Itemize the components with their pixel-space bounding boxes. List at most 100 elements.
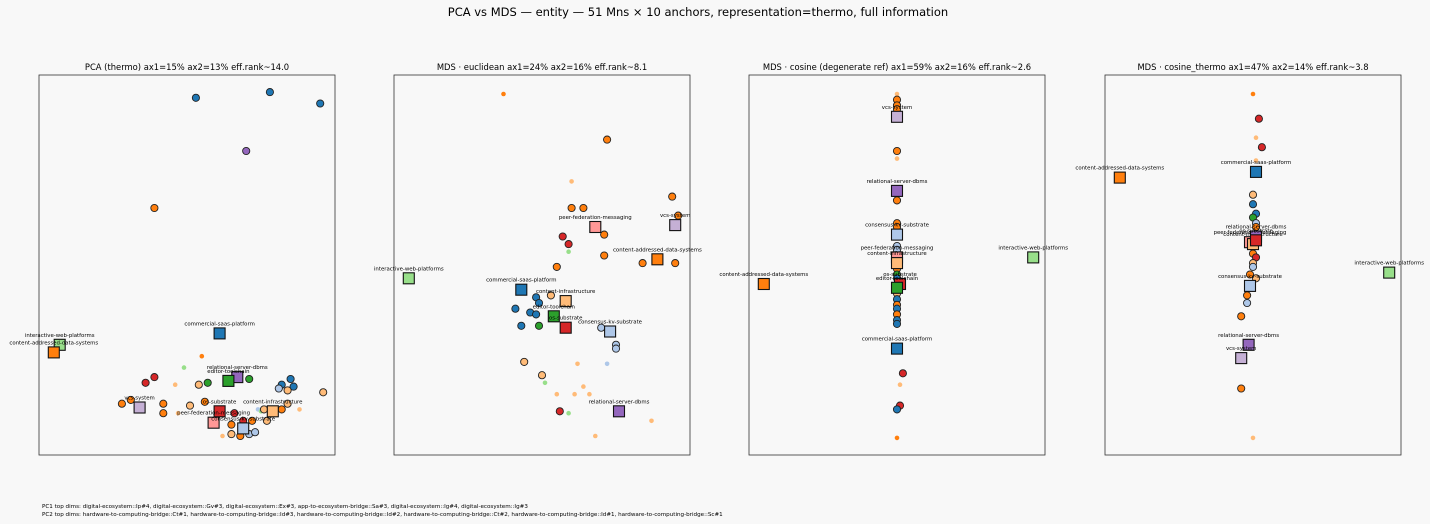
anchor-marker-os-substrate [559,321,572,334]
point-marker [227,420,236,429]
point-marker [611,344,621,353]
panel-title: MDS · cosine (degenerate ref) ax1=59% ax… [763,62,1031,72]
point-marker [1254,114,1263,123]
anchor-label: relational-server-dbms [1226,225,1287,231]
panel-title: MDS · cosine_thermo ax1=47% ax2=14% eff.… [1137,62,1368,72]
plot-frame [38,74,336,456]
point-marker [242,146,251,156]
point-marker [316,99,325,108]
point-marker [564,240,573,249]
point-marker [175,410,181,416]
point-marker [517,321,526,330]
point-marker [892,405,902,414]
point-marker [1243,298,1252,308]
anchor-label: vcs-system [660,213,690,219]
anchor-label: commercial-saas-platform [862,337,932,343]
point-marker [181,365,187,370]
point-marker [638,259,647,268]
anchor-marker-content-addressed-data-systems [757,277,770,291]
anchor-label: consensus-kv-substrate [578,320,643,326]
point-marker [319,388,328,397]
point-marker [1253,135,1259,140]
point-marker [554,391,560,397]
anchor-label: editor-toolchain [533,304,575,310]
anchor-marker-commercial-saas-platform [890,342,904,355]
anchor-marker-peer-federation-messaging [207,416,220,429]
anchor-marker-editor-toolchain [547,310,560,323]
anchor-label: relational-server-dbms [1218,333,1279,339]
point-marker [552,262,561,271]
point-marker [600,251,609,260]
anchor-label: relational-server-dbms [867,179,928,185]
point-marker [194,380,203,389]
point-marker [581,384,586,389]
anchor-marker-os-substrate [1249,234,1263,247]
point-marker [511,304,520,313]
anchor-label: relational-server-dbms [589,399,650,405]
point-marker [245,374,254,384]
point-marker [898,369,907,378]
point-marker [251,428,260,437]
anchor-label: editor-toolchain [876,276,918,282]
footer-pc1: PC1 top dims: digital-ecosystem::Ip#4, d… [42,504,528,510]
point-marker [567,203,576,213]
anchor-label: peer-federation-messaging [559,215,632,221]
anchor-marker-commercial-saas-platform [515,283,528,296]
panel-pca-thermo: PCA (thermo) ax1=15% ax2=13% eff.rank~14… [9,62,336,456]
anchor-label: os-substrate [549,316,583,322]
point-marker [1245,270,1255,279]
anchor-label: editor-toolchain [207,369,249,375]
anchor-marker-editor-toolchain [890,281,904,294]
point-marker [126,395,135,404]
point-marker [892,146,902,156]
point-marker [172,382,178,388]
point-marker [150,373,159,382]
anchor-marker-consensus-kv-substrate [890,228,904,241]
point-marker [566,410,571,416]
point-marker [199,353,205,359]
anchor-marker-relational-server-dbms [890,184,904,197]
panel-marks: interactive-web-platformscontent-address… [9,88,328,441]
point-marker [259,405,269,414]
anchor-marker-editor-toolchain [222,374,235,387]
anchor-marker-interactive-web-platforms [402,272,415,285]
point-marker [1243,291,1252,300]
point-marker [892,196,902,205]
point-marker [575,361,580,367]
point-marker [191,93,200,102]
anchor-label: vcs-system [882,105,912,111]
point-marker [277,405,286,414]
point-marker [1250,435,1256,441]
point-marker [894,156,900,161]
figure-suptitle: PCA vs MDS — entity — 51 Mns × 10 anchor… [448,5,948,19]
point-marker [501,91,506,97]
point-marker [603,135,612,144]
anchor-label: content-infrastructure [867,251,927,257]
point-marker [894,91,900,97]
panel-title: PCA (thermo) ax1=15% ax2=13% eff.rank~14… [85,62,289,72]
point-marker [1248,262,1258,271]
point-marker [248,416,257,425]
point-marker [1237,312,1246,321]
anchor-marker-consensus-kv-substrate [604,325,617,338]
anchor-label: os-substrate [203,399,237,405]
point-marker [593,433,598,439]
anchor-marker-vcs-system [1235,352,1248,365]
point-marker [558,232,567,241]
panel-mds-cosine-thermo: MDS · cosine_thermo ax1=47% ax2=14% eff.… [1075,62,1424,456]
point-marker [159,399,168,408]
anchor-marker-content-addressed-data-systems [651,253,664,266]
anchor-label: os-substrate [1239,228,1273,234]
anchor-marker-vcs-system [669,219,682,232]
panel-mds-cosine: MDS · cosine (degenerate ref) ax1=59% ax… [719,62,1068,456]
point-marker [230,409,239,418]
anchor-label: content-addressed-data-systems [719,272,808,278]
point-marker [227,430,236,439]
point-marker [1237,384,1246,393]
point-marker [600,230,609,239]
point-marker [566,249,571,254]
footer-pc2: PC2 top dims: hardware-to-computing-brid… [42,512,723,518]
anchor-label: content-addressed-data-systems [613,247,702,253]
point-marker [534,298,544,308]
anchor-label: interactive-web-platforms [374,266,444,272]
